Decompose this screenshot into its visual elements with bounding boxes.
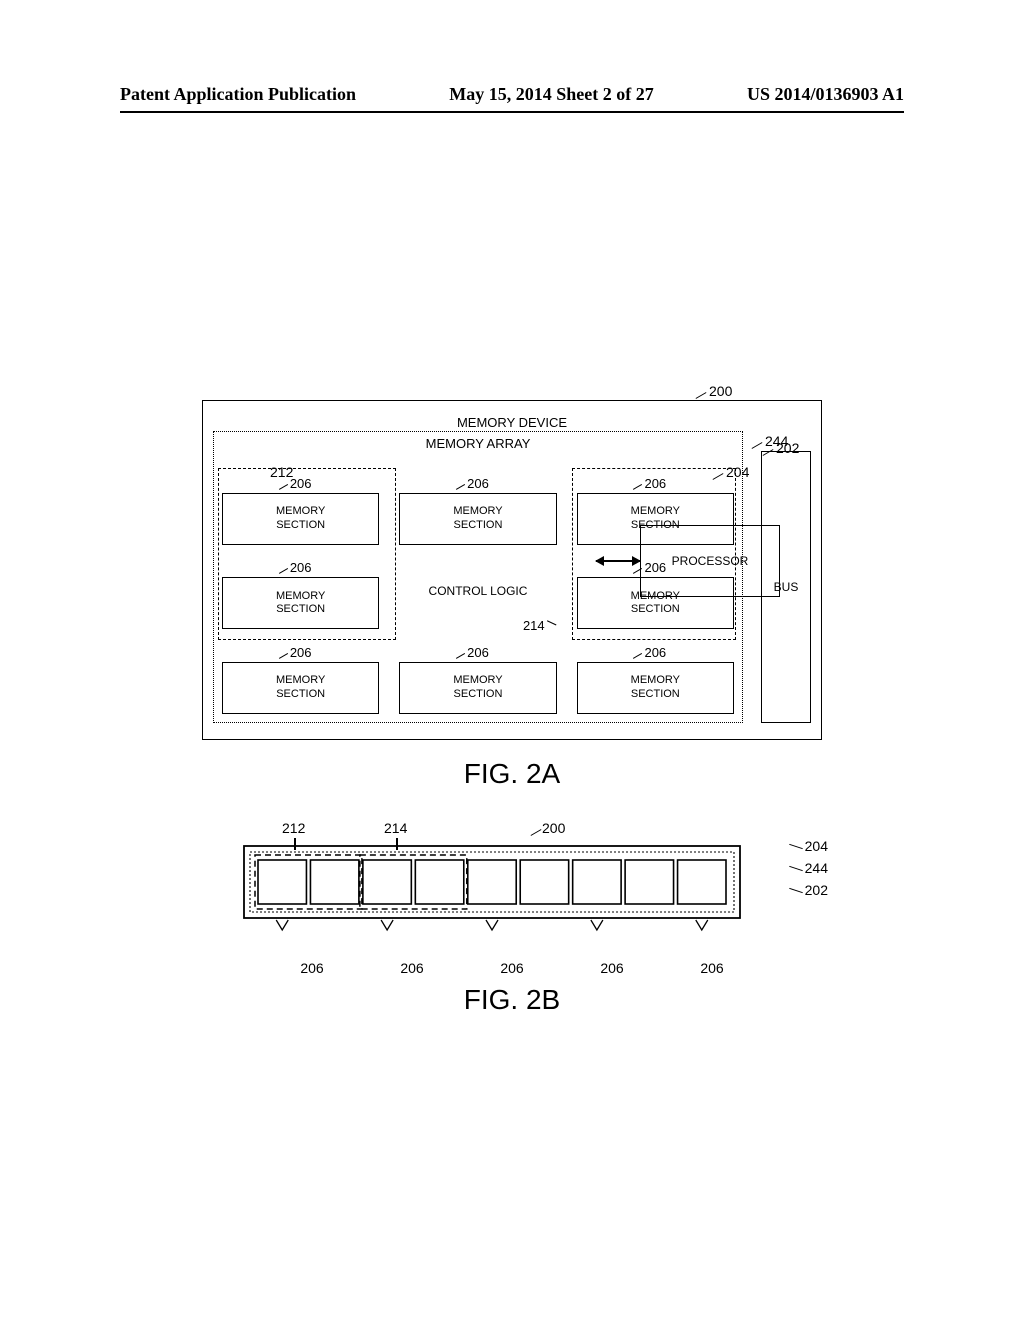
ref-206-b: 206 xyxy=(500,960,523,976)
memory-section-box: MEMORYSECTION xyxy=(222,577,379,629)
memory-device-label: MEMORY DEVICE xyxy=(213,415,811,430)
fig2a-caption: FIG. 2A xyxy=(202,758,822,790)
figure-2b: 212 214 200 204 244 202 206206206206206 … xyxy=(242,830,782,1016)
ref-244: 244 xyxy=(765,433,788,449)
memory-section-box: MEMORYSECTION xyxy=(222,662,379,714)
control-logic-cell: CONTROL LOGIC 214 xyxy=(399,555,556,630)
ref-200: 200 xyxy=(709,383,732,399)
fig2b-diagram: 212 214 200 204 244 202 206206206206206 xyxy=(242,830,782,980)
memory-section-box: MEMORYSECTION xyxy=(222,493,379,545)
memory-section-box: MEMORYSECTION xyxy=(399,493,556,545)
memory-section-cell: 206 MEMORYSECTION xyxy=(399,470,556,545)
ref-212-b: 212 xyxy=(282,820,305,836)
header-right: US 2014/0136903 A1 xyxy=(747,84,904,105)
ref-206-b: 206 xyxy=(700,960,723,976)
fig2b-svg xyxy=(242,844,742,954)
memory-section-box: MEMORYSECTION xyxy=(399,662,556,714)
ref-214-b: 214 xyxy=(384,820,407,836)
ref-206: 206 xyxy=(467,476,489,491)
memory-section-box: MEMORYSECTION xyxy=(577,662,734,714)
ref-206-b: 206 xyxy=(600,960,623,976)
fig2b-bottom-refs: 206 206 206 206 206 xyxy=(242,960,782,976)
ref-206-b: 206 xyxy=(300,960,323,976)
control-logic-label: CONTROL LOGIC xyxy=(429,584,528,598)
memory-array-label: MEMORY ARRAY xyxy=(220,436,736,451)
ref-206: 206 xyxy=(467,645,489,660)
header-left: Patent Application Publication xyxy=(120,84,356,105)
ref-214: 214 xyxy=(523,618,545,633)
ref-200-b: 200 xyxy=(542,820,565,836)
header-center: May 15, 2014 Sheet 2 of 27 xyxy=(449,84,653,105)
memory-section-cell: 206 MEMORYSECTION xyxy=(222,555,379,630)
memory-section-cell: 206 MEMORYSECTION xyxy=(222,639,379,714)
page-header: Patent Application Publication May 15, 2… xyxy=(120,84,904,113)
ref-244-b: 244 xyxy=(805,860,828,876)
ref-202-b: 202 xyxy=(805,882,828,898)
ref-204-b: 204 xyxy=(805,838,828,854)
fig2b-caption: FIG. 2B xyxy=(242,984,782,1016)
ref-206-b: 206 xyxy=(400,960,423,976)
memory-section-cell: 206 MEMORYSECTION xyxy=(222,470,379,545)
ref-206: 206 xyxy=(644,645,666,660)
ref-206: 206 xyxy=(290,645,312,660)
memory-section-cell: 206 MEMORYSECTION xyxy=(399,639,556,714)
ref-206: 206 xyxy=(644,476,666,491)
ref-206: 206 xyxy=(290,476,312,491)
memory-section-cell: 206 MEMORYSECTION xyxy=(577,639,734,714)
processor-box: PROCESSOR xyxy=(640,525,780,597)
ref-206: 206 xyxy=(290,560,312,575)
bus-processor-arrow xyxy=(596,560,640,562)
